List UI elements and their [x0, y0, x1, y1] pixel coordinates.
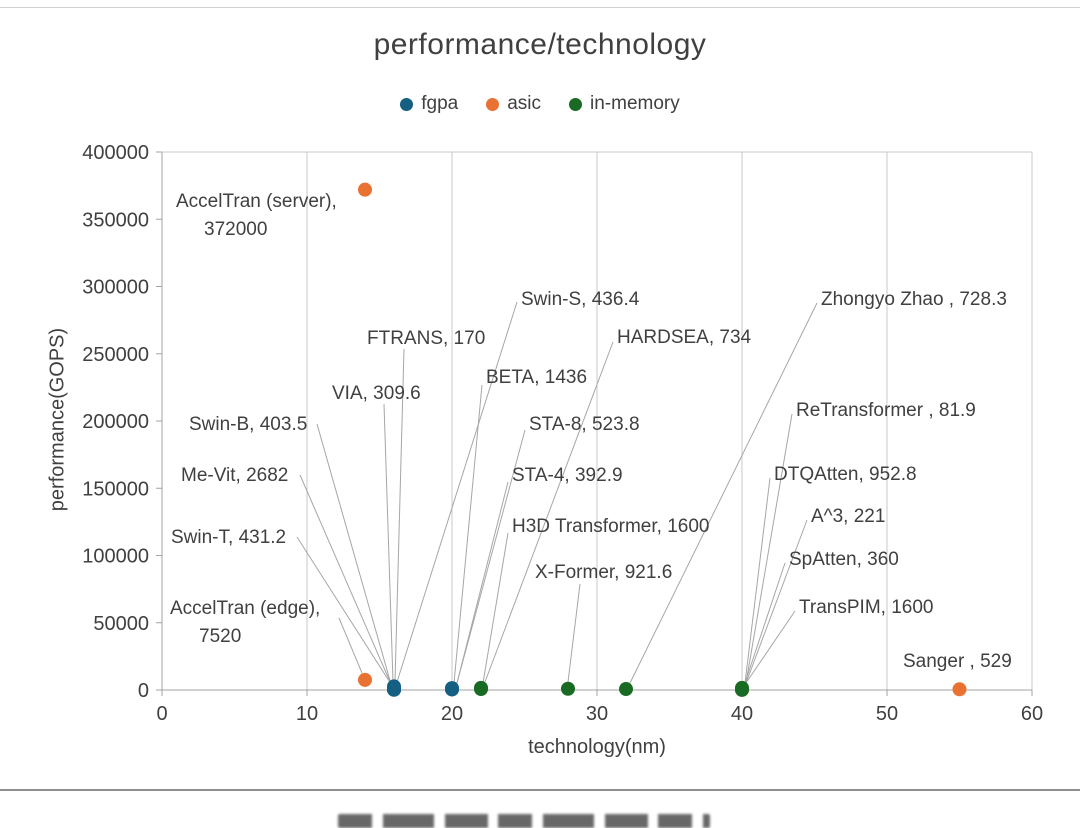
leader-line: [456, 429, 526, 684]
data-point-acceltran-server-: [358, 182, 372, 197]
leader-line: [316, 423, 392, 685]
leader-line: [745, 610, 796, 684]
y-axis-label: performance(GOPS): [46, 327, 69, 512]
annotation-label: 7520: [199, 626, 241, 647]
annotation-label: H3D Transformer, 1600: [512, 516, 709, 537]
y-tick-label: 400000: [82, 142, 149, 164]
annotation-label: HARDSEA, 734: [617, 327, 752, 348]
chart-title: performance/technology: [373, 28, 707, 61]
annotation-label: AccelTran (edge),: [170, 598, 320, 619]
y-tick-label: 350000: [82, 209, 149, 231]
data-point-h3d-transformer: [474, 680, 488, 695]
y-tick-label: 250000: [82, 344, 149, 366]
leader-line: [567, 583, 581, 683]
annotation-label: TransPIM, 1600: [799, 597, 933, 618]
clipped-caption-text: [338, 814, 710, 828]
annotation-label: Me-Vit, 2682: [181, 465, 288, 486]
x-tick-label: 0: [156, 703, 167, 725]
leader-line: [383, 403, 394, 683]
legend-label-in-memory: in-memory: [590, 93, 680, 114]
leader-line: [299, 474, 392, 685]
x-tick-label: 50: [876, 703, 898, 725]
legend-dot-fgpa: [400, 97, 414, 111]
annotation-label: FTRANS, 170: [367, 328, 485, 349]
legend-dot-in-memory: [569, 97, 583, 111]
x-tick-label: 10: [296, 703, 318, 725]
legend-dot-asic: [486, 97, 500, 111]
y-tick-label: 150000: [82, 478, 149, 500]
leader-line: [744, 562, 786, 684]
legend-item-asic: asic: [486, 93, 541, 115]
y-tick-label: 100000: [82, 546, 149, 568]
annotation-label: ReTransformer , 81.9: [796, 400, 976, 421]
data-point-sta-4: [445, 682, 459, 697]
annotation-label: X-Former, 921.6: [535, 562, 672, 583]
leader-line: [745, 413, 793, 684]
data-point-acceltran-edge-: [358, 672, 372, 687]
leader-line: [456, 481, 509, 684]
leader-line: [453, 384, 483, 684]
leader-line: [396, 301, 518, 683]
annotation-label: Zhongyo Zhao , 728.3: [821, 289, 1007, 310]
annotation-label: Sanger , 529: [903, 651, 1012, 672]
annotation-label: Swin-T, 431.2: [171, 527, 286, 548]
annotation-label: SpAtten, 360: [789, 549, 899, 570]
x-axis-label: technology(nm): [528, 736, 666, 758]
annotation-label: STA-8, 523.8: [529, 414, 640, 435]
y-tick-label: 50000: [93, 613, 149, 635]
legend: fgpa asic in-memory: [0, 93, 1080, 115]
page-bottom-divider: [0, 789, 1080, 791]
leader-line: [394, 348, 405, 683]
y-tick-label: 0: [138, 680, 149, 702]
leader-line: [744, 477, 771, 684]
legend-label-asic: asic: [507, 93, 542, 114]
x-tick-label: 40: [731, 703, 753, 725]
page-top-divider: [0, 7, 1080, 8]
annotation-label: A^3, 221: [811, 506, 885, 527]
leader-line: [338, 617, 363, 674]
x-tick-label: 60: [1021, 703, 1043, 725]
data-point-transpim: [735, 680, 749, 695]
leader-line: [629, 302, 818, 684]
data-point-me-vit: [387, 679, 401, 694]
annotation-label: STA-4, 392.9: [512, 465, 623, 486]
y-tick-label: 200000: [82, 411, 149, 433]
data-point-zhongyo-zhao: [619, 682, 633, 697]
legend-label-fgpa: fgpa: [421, 93, 459, 114]
leader-line: [484, 341, 614, 683]
data-point-x-former: [561, 681, 575, 696]
x-tick-label: 30: [586, 703, 608, 725]
annotation-label: DTQAtten, 952.8: [774, 464, 917, 485]
legend-item-fgpa: fgpa: [400, 93, 458, 115]
annotation-label: Swin-S, 436.4: [521, 289, 640, 310]
data-point-sanger: [952, 682, 967, 697]
legend-item-in-memory: in-memory: [569, 93, 680, 115]
leader-line: [482, 532, 509, 684]
y-tick-label: 300000: [82, 277, 149, 299]
annotation-label: 372000: [204, 219, 267, 240]
annotation-label: BETA, 1436: [486, 367, 587, 388]
annotation-label: VIA, 309.6: [332, 383, 421, 404]
annotation-label: Swin-B, 403.5: [189, 414, 307, 435]
leader-line: [745, 519, 808, 684]
leader-line: [296, 536, 392, 685]
annotation-label: AccelTran (server),: [176, 191, 337, 212]
x-tick-label: 20: [441, 703, 463, 725]
